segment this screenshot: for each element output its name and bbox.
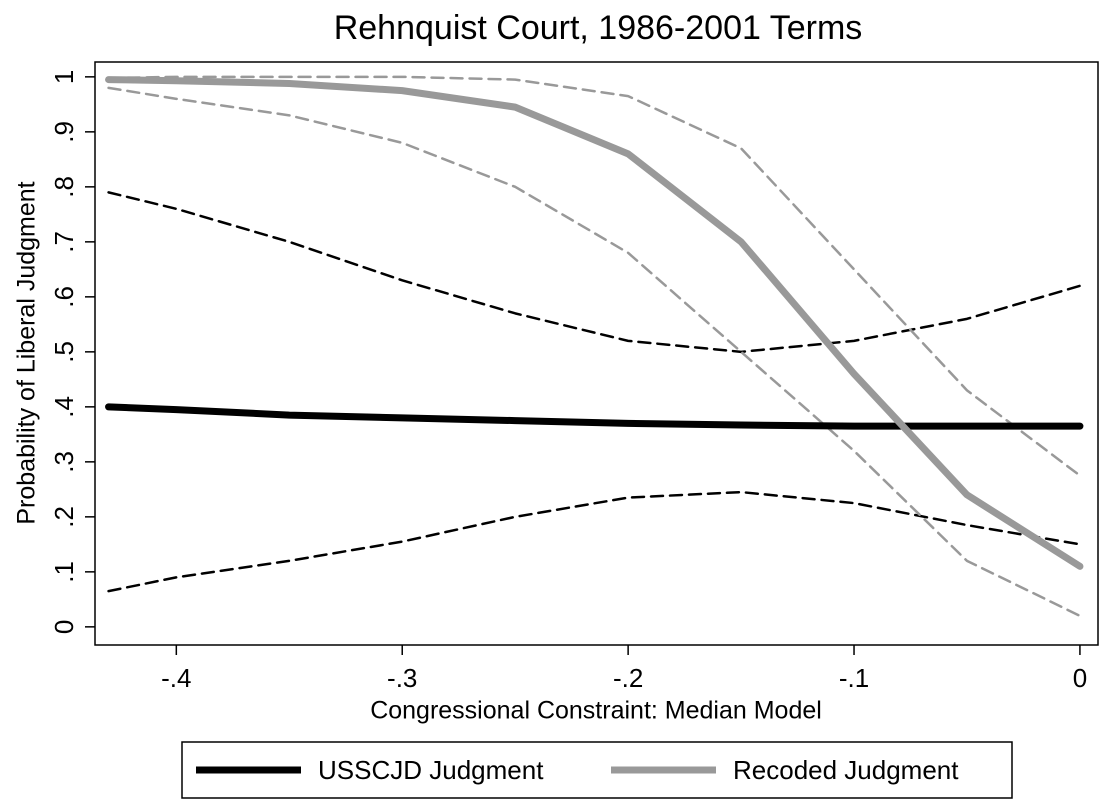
x-tick-label: 0 [1073,663,1087,693]
legend-label: Recoded Judgment [733,755,959,785]
series-line [105,403,1084,430]
x-tick-label: -.3 [387,663,417,693]
y-tick-label: .4 [49,396,79,418]
y-tick-label: .7 [49,231,79,253]
y-tick-label: .6 [49,286,79,308]
y-tick-label: .1 [49,561,79,583]
legend-label: USSCJD Judgment [318,755,544,785]
confidence-line [107,191,1082,354]
x-tick-label: -.1 [839,663,869,693]
y-tick-label: .3 [49,451,79,473]
plot-frame [94,61,1099,646]
confidence-line [107,75,1082,477]
y-tick-label: .9 [49,121,79,143]
y-axis-label: Probability of Liberal Judgment [13,181,41,524]
chart-title: Rehnquist Court, 1986-2001 Terms [334,9,863,47]
confidence-line [107,86,1082,618]
x-axis-label: Congressional Constraint: Median Model [370,697,822,725]
x-tick-label: -.2 [613,663,643,693]
y-tick-label: 0 [49,620,79,634]
x-tick-label: -.4 [161,663,191,693]
y-tick-label: .2 [49,506,79,528]
legend-box [181,741,1013,799]
series-line [105,76,1084,570]
confidence-line [107,490,1082,593]
y-tick-label: .8 [49,176,79,198]
y-tick-label: 1 [49,70,79,84]
y-tick-label: .5 [49,341,79,363]
